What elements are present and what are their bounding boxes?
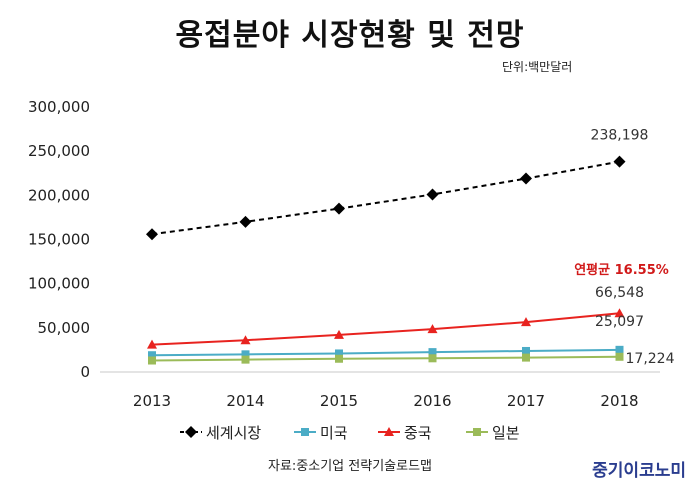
data-point bbox=[427, 324, 438, 334]
series-line bbox=[151, 160, 620, 236]
data-point bbox=[333, 202, 345, 215]
x-tick-label: 2017 bbox=[507, 392, 545, 410]
series-2 bbox=[147, 308, 625, 349]
series-layer bbox=[146, 155, 626, 365]
y-tick-label: 50,000 bbox=[38, 319, 91, 337]
data-point bbox=[615, 352, 624, 361]
series-0 bbox=[146, 155, 626, 241]
y-tick-label: 250,000 bbox=[28, 142, 90, 160]
source-note: 자료:중소기업 전략기술로드맵 bbox=[268, 459, 432, 474]
y-tick-label: 0 bbox=[80, 363, 90, 381]
data-point bbox=[334, 329, 344, 339]
data-labels: 238,198 66,548 25,097 17,224 연평균 16.55% bbox=[574, 128, 674, 367]
x-tick-label: 2015 bbox=[320, 392, 358, 410]
x-tick-label: 2016 bbox=[413, 392, 451, 410]
data-point bbox=[241, 350, 250, 359]
series-line bbox=[151, 348, 620, 357]
y-tick-label: 200,000 bbox=[28, 186, 90, 204]
cagr-annotation: 연평균 16.55% bbox=[574, 262, 669, 278]
data-point bbox=[520, 172, 532, 185]
legend-label: 미국 bbox=[320, 424, 348, 442]
series-1 bbox=[148, 345, 624, 360]
y-axis: 300,000 250,000 200,000 150,000 100,000 50,00… bbox=[28, 98, 90, 381]
data-point bbox=[614, 308, 625, 318]
unit-label: 단위:백만달러 bbox=[502, 60, 573, 74]
chart-title: 용접분야 시장현황 및 전망 bbox=[175, 18, 525, 53]
series-line bbox=[151, 312, 620, 346]
legend-item: 일본 bbox=[466, 424, 520, 442]
legend-item: 미국 bbox=[294, 424, 348, 442]
y-tick-label: 100,000 bbox=[28, 275, 90, 293]
legend-marker bbox=[301, 428, 309, 436]
data-point bbox=[428, 348, 437, 357]
x-tick-label: 2013 bbox=[133, 392, 171, 410]
data-point bbox=[613, 155, 626, 168]
legend-label: 세계시장 bbox=[206, 424, 261, 442]
data-label: 25,097 bbox=[595, 314, 644, 330]
data-point bbox=[615, 345, 624, 354]
series-3 bbox=[148, 352, 624, 365]
data-point bbox=[239, 215, 252, 228]
legend-marker bbox=[185, 426, 197, 438]
data-point bbox=[426, 188, 439, 201]
data-point bbox=[521, 317, 531, 327]
data-point bbox=[148, 356, 156, 365]
data-point bbox=[335, 349, 343, 358]
data-point bbox=[522, 346, 530, 355]
data-point bbox=[428, 354, 437, 363]
data-label: 238,198 bbox=[591, 128, 649, 144]
data-point bbox=[335, 354, 343, 363]
x-tick-label: 2014 bbox=[226, 392, 264, 410]
data-label: 17,224 bbox=[626, 351, 675, 367]
data-point bbox=[146, 228, 158, 241]
x-tick-label: 2018 bbox=[600, 392, 638, 410]
x-axis: 2013 2014 2015 2016 2017 2018 bbox=[100, 371, 660, 410]
legend-label: 중국 bbox=[404, 424, 432, 442]
y-tick-label: 300,000 bbox=[28, 98, 90, 116]
data-point bbox=[241, 355, 250, 364]
legend-marker bbox=[473, 428, 481, 436]
data-point bbox=[147, 339, 157, 349]
data-point bbox=[240, 335, 251, 345]
legend-label: 일본 bbox=[492, 424, 520, 442]
brand-logo-text: 중기이코노미 bbox=[592, 461, 686, 481]
legend: 세계시장 미국 중국 일본 bbox=[180, 424, 520, 442]
data-point bbox=[148, 351, 156, 360]
data-point bbox=[522, 353, 530, 362]
y-tick-label: 150,000 bbox=[28, 231, 90, 249]
data-label: 66,548 bbox=[595, 285, 644, 301]
legend-item: 중국 bbox=[378, 424, 432, 442]
legend-item: 세계시장 bbox=[180, 424, 261, 442]
series-line bbox=[151, 355, 620, 362]
legend-marker bbox=[384, 427, 394, 436]
